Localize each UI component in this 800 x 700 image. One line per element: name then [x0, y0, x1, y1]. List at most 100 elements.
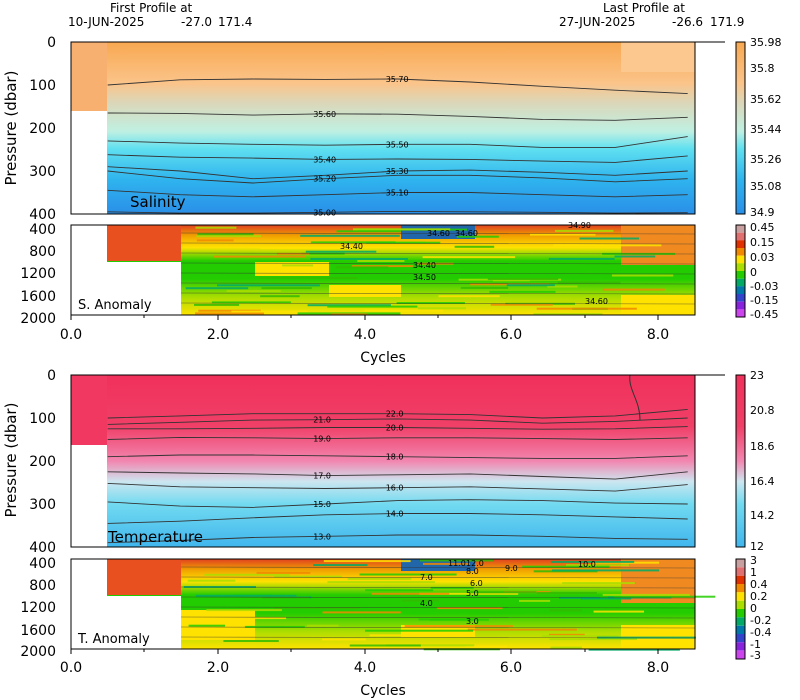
anomaly-stripe — [260, 295, 300, 298]
anomaly-stripe — [417, 307, 466, 310]
anomaly-stripe — [261, 287, 312, 290]
anomaly-stripe — [300, 234, 400, 237]
contour-label: 14.0 — [386, 510, 404, 519]
anomaly-contour — [180, 262, 696, 265]
first-profile-label: First Profile at — [110, 1, 193, 15]
temp-cb-tick-0: 23 — [750, 369, 764, 382]
temperature-ylabel: Pressure (dbar) — [2, 403, 20, 518]
tanom-ytick-2000: 2000 — [20, 644, 56, 660]
anomaly-stripe — [549, 609, 582, 612]
anomaly-stripe — [597, 636, 696, 639]
anomaly-stripe — [282, 264, 314, 267]
anomaly-stripe — [602, 288, 665, 291]
contour-label: 16.0 — [386, 484, 404, 493]
contour-line — [107, 482, 688, 492]
anomaly-stripe — [274, 575, 343, 578]
anomaly-stripe — [327, 581, 435, 584]
tanom-ytick-1600: 1600 — [20, 623, 56, 639]
contour-label: 35.10 — [386, 189, 409, 198]
contour-label: 35.70 — [386, 75, 409, 84]
anomaly-stripe — [195, 226, 237, 229]
contour-line — [107, 454, 688, 459]
tanom-xtick-2: 2.0 — [207, 660, 229, 676]
anomaly-contour — [180, 606, 696, 609]
anomaly-stripe — [322, 611, 401, 614]
sanom-clabel-6: 34.60 — [585, 297, 608, 306]
anomaly-stripe — [347, 577, 412, 580]
sal-cb-tick-6: 34.9 — [750, 206, 775, 219]
temperature-anomaly-colorbar — [735, 558, 746, 660]
sanom-ytick-1200: 1200 — [20, 266, 56, 282]
sal-cb-tick-1: 35.8 — [750, 62, 775, 75]
anomaly-stripe — [562, 582, 635, 585]
header: First Profile at 10-JUN-2025 -27.0 171.4… — [68, 1, 744, 29]
anomaly-stripe — [365, 589, 434, 592]
contour-line — [107, 513, 688, 524]
sanom-cb-tick-5: -0.15 — [750, 294, 778, 307]
anomaly-stripe — [519, 599, 551, 602]
anomaly-stripe — [185, 287, 249, 290]
contour-label: 35.30 — [386, 167, 409, 176]
anomaly-stripe — [548, 257, 615, 260]
temperature-mixed-layer-line — [629, 374, 641, 421]
anomaly-stripe — [196, 239, 234, 242]
tanom-cb-tick-4: 0 — [750, 602, 757, 615]
anomaly-contour — [180, 272, 696, 275]
tanom-cb-tick-3: 0.2 — [750, 590, 768, 603]
anomaly-stripe — [323, 560, 411, 563]
anomaly-stripe — [223, 640, 279, 642]
anomaly-stripe — [579, 237, 639, 240]
sanom-xlabel: Cycles — [360, 350, 406, 366]
anomaly-stripe — [550, 560, 635, 563]
anomaly-stripe — [541, 635, 619, 637]
anomaly-stripe — [587, 270, 666, 273]
temp-ytick-200: 200 — [29, 454, 56, 470]
anomaly-stripe — [365, 629, 474, 632]
salinity-anomaly-stripes — [180, 226, 696, 316]
salinity-ylabel: Pressure (dbar) — [2, 71, 20, 186]
last-profile-lon: 171.9 — [710, 15, 744, 29]
temperature-anomaly-contour-labels: 11.0 12.0 10.0 9.0 8.0 7.0 6.0 5.0 4.0 3… — [420, 559, 596, 626]
sanom-clabel-5: 34.50 — [413, 273, 436, 282]
anomaly-stripe — [612, 274, 674, 277]
first-profile-lon: 171.4 — [218, 15, 252, 29]
anomaly-stripe — [466, 645, 508, 648]
salinity-anomaly-frame — [70, 224, 696, 316]
anomaly-stripe — [602, 593, 690, 596]
anomaly-stripe — [231, 603, 290, 606]
sanom-clabel-3: 34.40 — [340, 242, 363, 251]
anomaly-contour — [180, 242, 696, 245]
anomaly-contour — [180, 616, 696, 619]
colorbar-swatch — [736, 600, 745, 609]
colorbar-swatch — [736, 567, 745, 576]
anomaly-stripe — [490, 303, 553, 306]
temp-ytick-400: 400 — [29, 540, 56, 556]
temp-cb-tick-4: 14.2 — [750, 509, 775, 522]
anomaly-stripe — [330, 313, 367, 316]
sal-cb-tick-0: 35.98 — [750, 36, 782, 49]
anomaly-stripe — [305, 250, 377, 253]
anomaly-stripe — [418, 611, 459, 614]
anomaly-stripe — [231, 310, 308, 313]
contour-label: 21.0 — [313, 416, 331, 425]
anomaly-stripe — [213, 255, 306, 258]
anomaly-stripe — [391, 267, 466, 270]
anomaly-stripe — [549, 633, 585, 636]
sanom-xtick-4: 4.0 — [354, 327, 376, 343]
sanom-cb-tick-3: 0 — [750, 266, 757, 279]
anomaly-stripe — [224, 617, 287, 620]
anomaly-stripe — [533, 313, 603, 316]
first-profile-lat: -27.0 — [181, 15, 212, 29]
anomaly-stripe — [404, 625, 514, 628]
anomaly-stripe — [419, 592, 519, 595]
temperature-colorbar: 23 20.8 18.6 16.4 14.2 12 — [735, 369, 775, 553]
salinity-contours: 35.70 35.60 35.50 35.40 35.30 35.20 35.10 35.00 — [107, 75, 688, 217]
anomaly-stripe — [403, 612, 437, 615]
colorbar-swatch — [736, 625, 745, 634]
anomaly-stripe — [396, 302, 465, 304]
salinity-anomaly-panel: 34.90 34.60 34.60 34.40 34.40 34.50 34.6… — [20, 221, 778, 366]
sanom-xtick-8: 8.0 — [647, 327, 669, 343]
contour-line — [107, 426, 688, 430]
contour-line — [107, 78, 688, 95]
contour-line — [107, 408, 688, 419]
